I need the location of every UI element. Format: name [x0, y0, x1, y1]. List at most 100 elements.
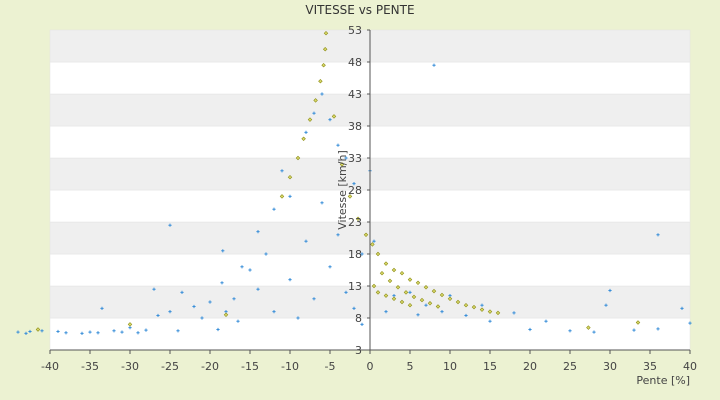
- x-tick-label: 30: [603, 360, 617, 373]
- data-point: [488, 319, 492, 323]
- data-point: [399, 299, 405, 305]
- x-tick-label: 0: [367, 360, 374, 373]
- data-point: [152, 287, 156, 291]
- data-point: [439, 292, 445, 298]
- data-point: [432, 63, 436, 67]
- data-point: [80, 331, 84, 335]
- data-point: [427, 301, 433, 306]
- data-point: [680, 306, 684, 310]
- data-point: [383, 293, 389, 298]
- data-point: [592, 330, 596, 334]
- data-point: [415, 280, 421, 286]
- data-point: [320, 201, 324, 205]
- y-tick-label: 8: [355, 312, 362, 325]
- data-point: [440, 310, 444, 314]
- y-tick-label: 38: [348, 120, 362, 133]
- data-point: [318, 78, 323, 84]
- data-point: [568, 329, 572, 333]
- data-point: [471, 304, 477, 310]
- data-point: [304, 130, 308, 134]
- y-tick-label: 28: [348, 184, 362, 197]
- data-point: [424, 303, 428, 307]
- data-point: [64, 331, 68, 335]
- data-point: [464, 313, 468, 318]
- data-point: [544, 319, 548, 323]
- data-point: [336, 143, 340, 147]
- data-point: [435, 304, 441, 309]
- data-point: [35, 327, 41, 332]
- x-axis-title: Pente [%]: [636, 374, 690, 387]
- data-point: [331, 114, 337, 119]
- data-point: [656, 233, 660, 237]
- data-point: [656, 327, 660, 331]
- data-point: [387, 278, 393, 284]
- data-point: [272, 310, 276, 314]
- data-point: [216, 327, 220, 332]
- data-point: [279, 194, 285, 199]
- y-axis-title: Vitesse [km/h]: [336, 150, 349, 230]
- data-point: [156, 313, 160, 318]
- data-point: [240, 265, 244, 269]
- data-point: [180, 290, 184, 294]
- data-point: [127, 322, 133, 327]
- data-point: [336, 233, 340, 237]
- data-point: [328, 118, 332, 122]
- data-point: [419, 297, 425, 303]
- data-point: [608, 288, 612, 293]
- data-point: [391, 296, 397, 302]
- y-tick-label: 43: [348, 88, 362, 101]
- data-point: [360, 322, 364, 326]
- data-point: [352, 182, 356, 186]
- data-point: [236, 319, 240, 323]
- data-point: [339, 162, 345, 167]
- x-tick-label: 10: [443, 360, 457, 373]
- data-point: [256, 287, 260, 291]
- x-tick-label: -25: [161, 360, 179, 373]
- y-tick-label: 3: [355, 344, 362, 357]
- data-point: [301, 136, 306, 142]
- x-tick-label: 25: [563, 360, 577, 373]
- data-point: [280, 169, 284, 173]
- data-point: [495, 310, 501, 316]
- data-point: [28, 329, 32, 334]
- data-point: [288, 278, 292, 282]
- data-point: [344, 290, 348, 294]
- data-point: [528, 327, 532, 332]
- data-point: [383, 261, 389, 266]
- data-point: [586, 325, 591, 330]
- series-blue-points: [16, 63, 692, 335]
- y-tick-label: 33: [348, 152, 362, 165]
- data-point: [480, 303, 484, 307]
- data-point: [220, 281, 224, 285]
- series-olive-points: [35, 30, 641, 332]
- data-point: [463, 302, 469, 308]
- data-point: [223, 312, 229, 318]
- x-tick-label: 20: [523, 360, 537, 373]
- data-point: [411, 294, 417, 300]
- data-point: [192, 304, 196, 309]
- data-point: [487, 309, 493, 314]
- data-point: [408, 290, 412, 294]
- data-point: [344, 156, 348, 160]
- data-point: [295, 155, 301, 161]
- data-point: [232, 297, 236, 301]
- data-point: [24, 331, 28, 335]
- y-tick-label: 48: [348, 56, 362, 69]
- data-point: [371, 283, 377, 289]
- data-point: [272, 207, 276, 211]
- data-point: [296, 316, 300, 320]
- data-point: [479, 307, 485, 312]
- data-point: [256, 230, 260, 234]
- data-point: [96, 331, 100, 335]
- data-point: [347, 194, 353, 199]
- data-point: [248, 268, 252, 272]
- data-point: [208, 300, 212, 304]
- data-point: [200, 316, 204, 320]
- data-point: [632, 328, 636, 332]
- data-point: [328, 265, 332, 269]
- data-point: [221, 249, 225, 253]
- data-point: [407, 277, 413, 282]
- data-point: [407, 302, 413, 308]
- y-tick-label: 23: [348, 216, 362, 229]
- data-point: [688, 321, 692, 325]
